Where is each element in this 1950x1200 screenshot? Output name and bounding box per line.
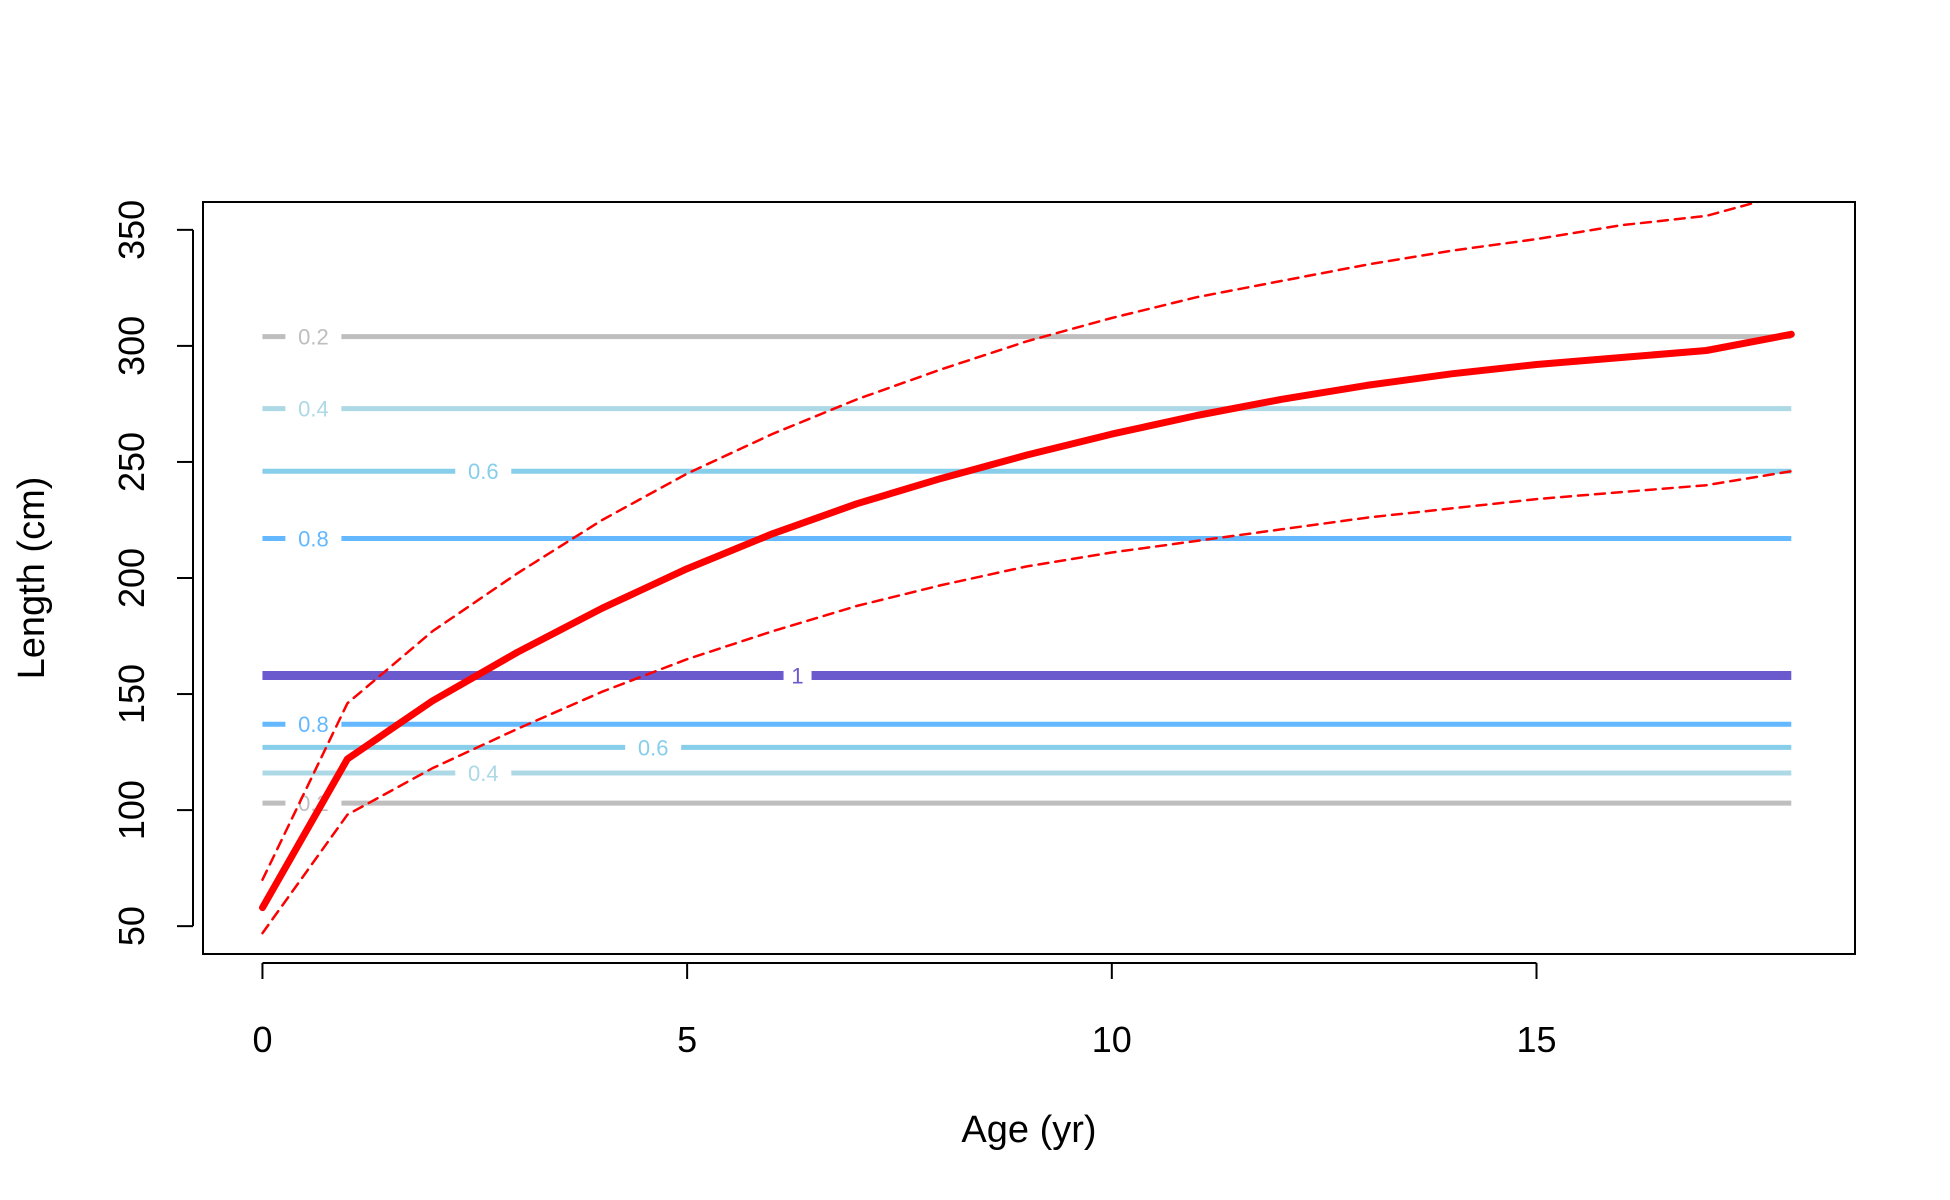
y-tick-label: 350 [111, 200, 152, 260]
contour-label: 0.6 [468, 459, 499, 484]
contour-0-8: 0.8 [262, 527, 1792, 552]
y-axis-title: Length (cm) [11, 477, 53, 680]
contour-label: 0.4 [298, 397, 329, 422]
contour-0-6: 0.6 [262, 459, 1792, 484]
contour-label: 1 [791, 663, 803, 688]
contour-label: 0.6 [638, 735, 669, 760]
series-upper-line [261, 202, 1763, 881]
x-tick-label: 10 [1092, 1019, 1132, 1060]
y-tick-label: 200 [111, 548, 152, 608]
contour-0-4: 0.4 [262, 397, 1792, 422]
x-tick-label: 15 [1516, 1019, 1556, 1060]
series-lower-line [261, 469, 1793, 935]
contour-lines: 0.2 0.4 0.6 0.8 1 0.8 0.6 0.4 0.2 [262, 325, 1792, 816]
contour-0-4: 0.4 [262, 761, 1792, 786]
contour-0-2: 0.2 [262, 325, 1792, 350]
x-axis: 0 5 10 15 [252, 962, 1557, 1060]
contour-label: 0.8 [298, 527, 329, 552]
y-tick-label: 100 [111, 780, 152, 840]
x-axis-title: Age (yr) [961, 1109, 1096, 1151]
contour-label: 0.8 [298, 712, 329, 737]
growth-series [259, 202, 1795, 935]
y-tick-label: 50 [111, 906, 152, 946]
contour-0-2: 0.2 [262, 791, 1792, 816]
y-tick-label: 250 [111, 432, 152, 492]
plot-frame [202, 201, 1856, 955]
contour-1: 1 [262, 663, 1792, 688]
contour-0-6: 0.6 [262, 735, 1792, 760]
x-tick-label: 0 [252, 1019, 272, 1060]
y-axis: 50 100 150 200 250 300 350 [111, 200, 194, 946]
contour-label: 0.2 [298, 325, 329, 350]
contour-label: 0.4 [468, 761, 499, 786]
contour-0-8: 0.8 [262, 712, 1792, 737]
series-mean-line [259, 330, 1795, 912]
x-tick-label: 5 [677, 1019, 697, 1060]
y-tick-label: 300 [111, 316, 152, 376]
y-tick-label: 150 [111, 664, 152, 724]
